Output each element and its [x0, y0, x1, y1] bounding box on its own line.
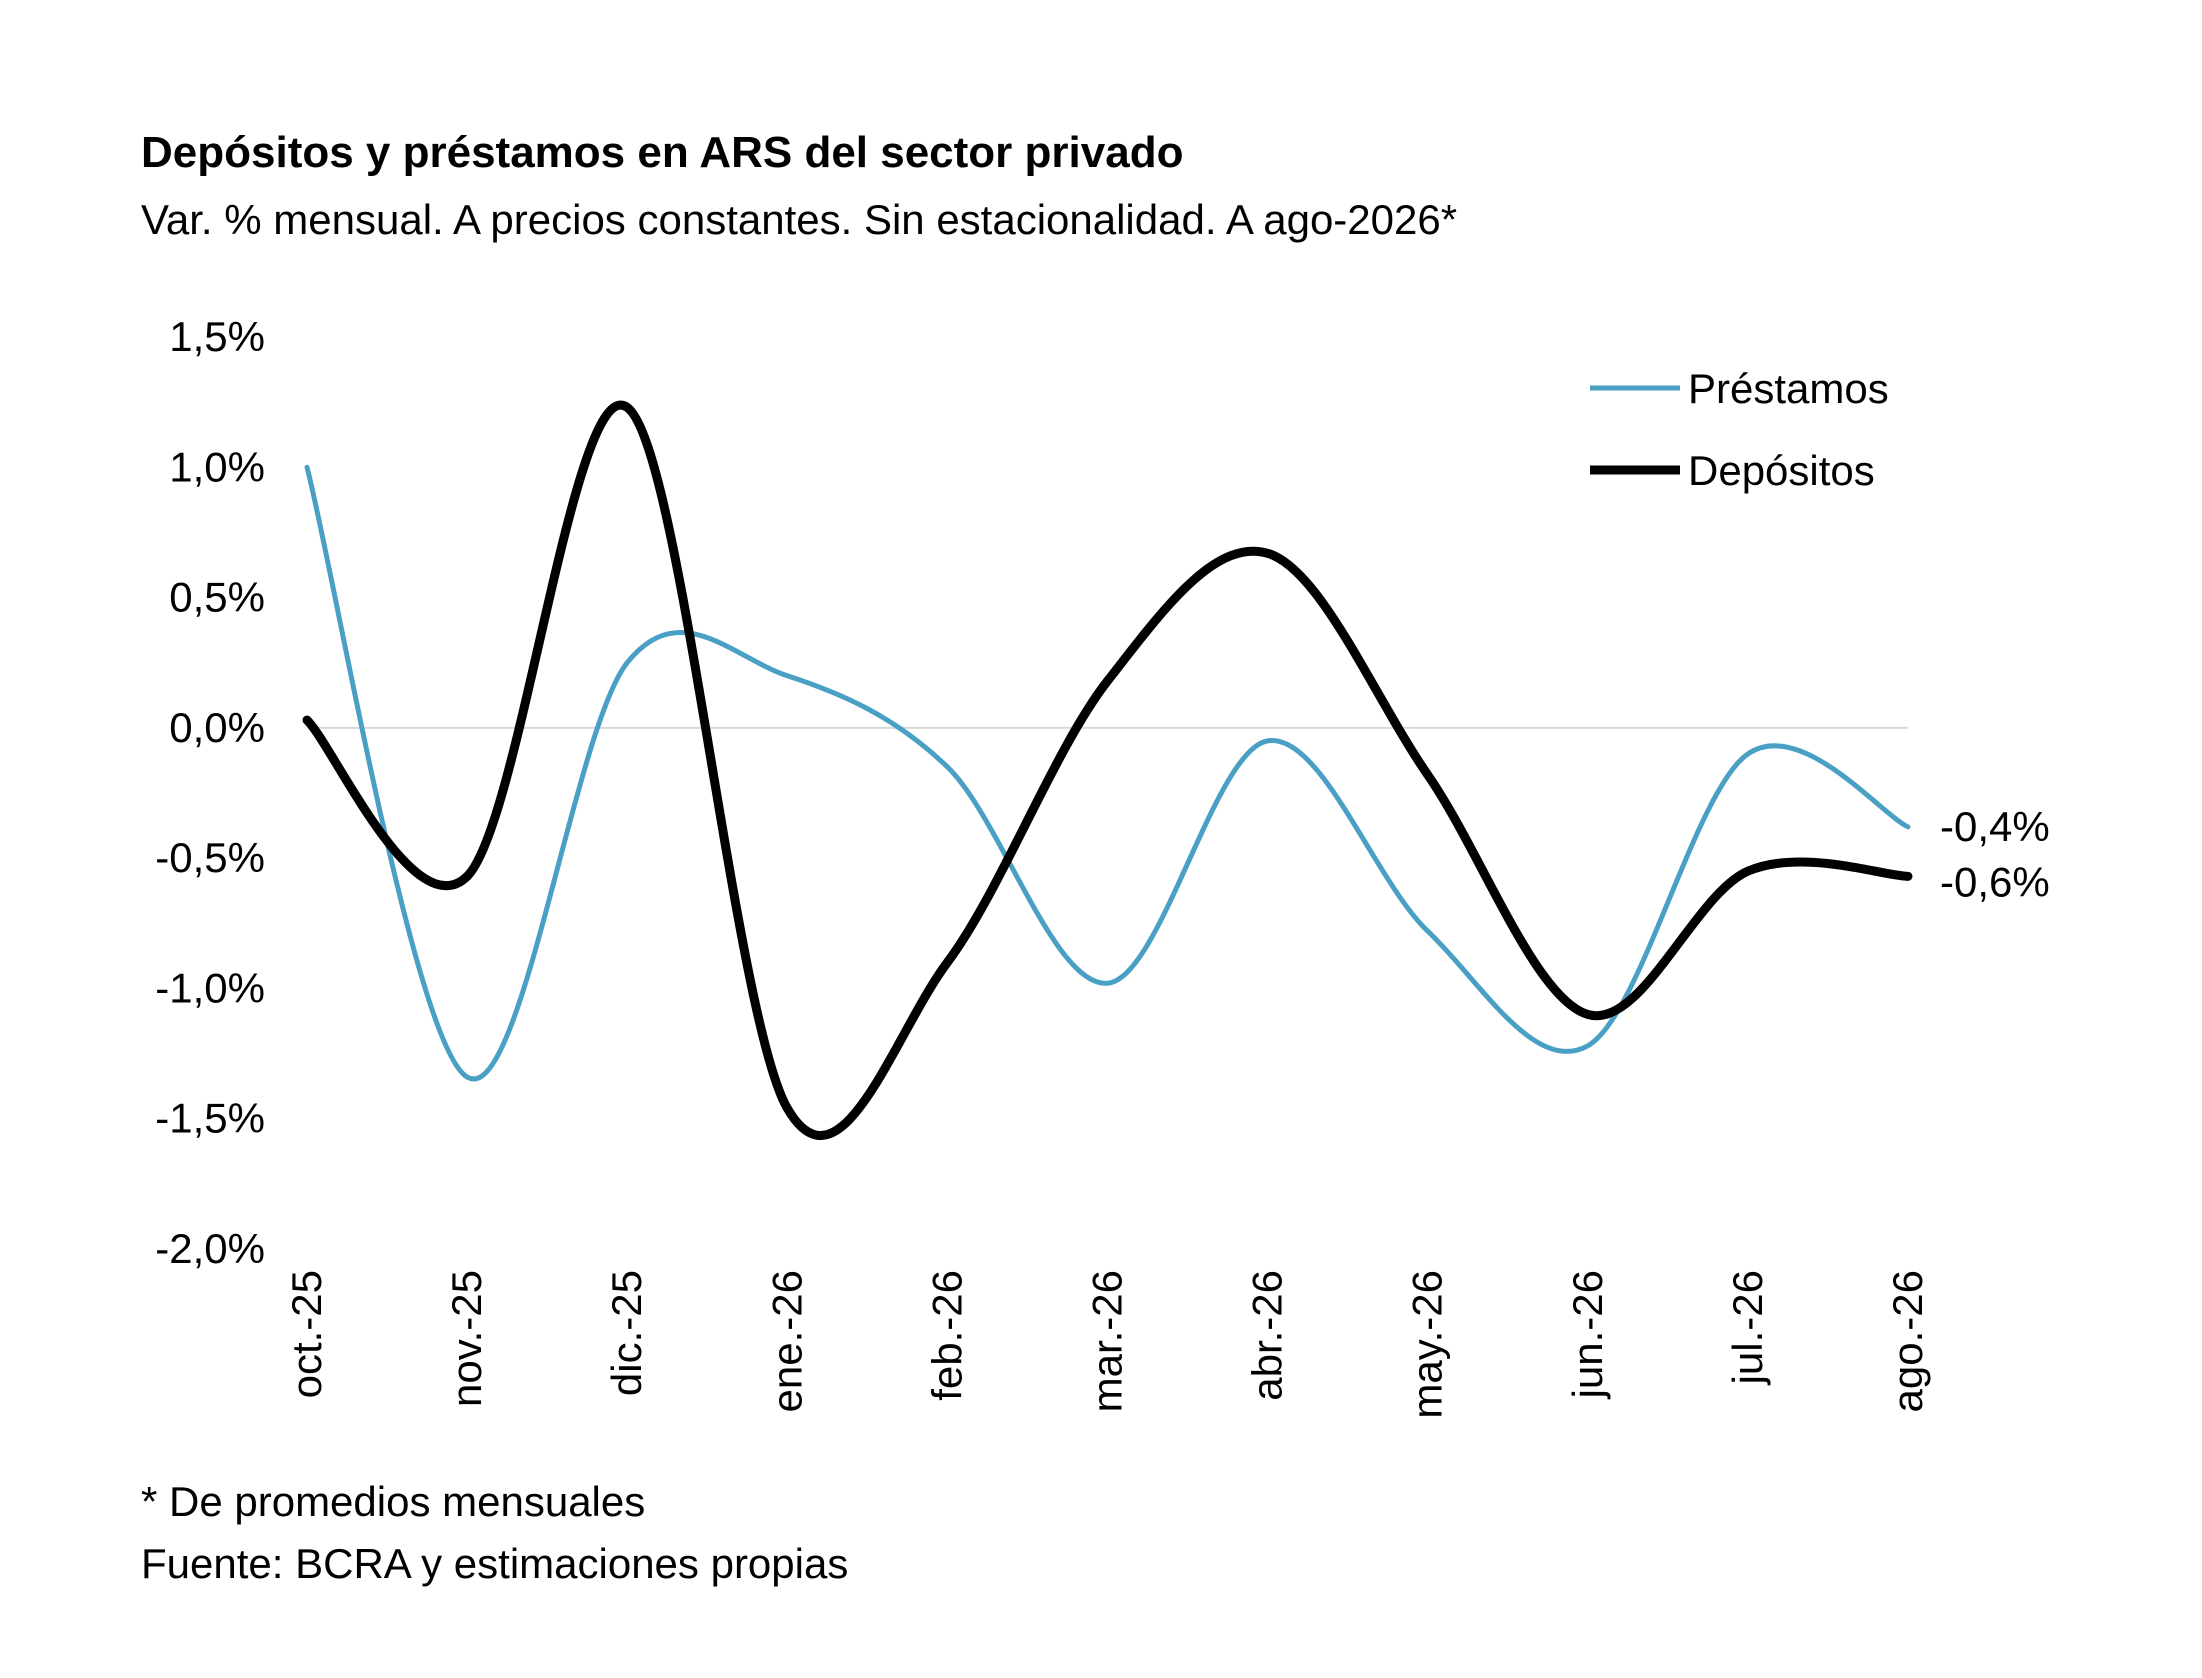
y-tick-label: 1,0% [169, 443, 265, 490]
end-label: -0,6% [1940, 858, 2050, 905]
footnote-note: * De promedios mensuales [141, 1478, 646, 1525]
x-tick-label: nov.-25 [443, 1270, 490, 1407]
y-tick-label: -1,0% [155, 964, 265, 1011]
footnote-source: Fuente: BCRA y estimaciones propias [141, 1540, 849, 1587]
x-tick-label: jul.-26 [1724, 1270, 1771, 1386]
chart-subtitle: Var. % mensual. A precios constantes. Si… [141, 196, 1458, 243]
x-tick-label: ago.-26 [1884, 1270, 1931, 1412]
y-tick-label: 0,0% [169, 704, 265, 751]
x-tick-label: mar.-26 [1084, 1270, 1131, 1412]
end-label: -0,4% [1940, 803, 2050, 850]
x-tick-label: feb.-26 [923, 1270, 970, 1401]
x-tick-label: ene.-26 [763, 1270, 810, 1412]
x-tick-label: dic.-25 [603, 1270, 650, 1396]
series-line-depósitos [302, 400, 1913, 1140]
y-tick-label: -1,5% [155, 1095, 265, 1142]
x-tick-label: oct.-25 [283, 1270, 330, 1398]
chart-title: Depósitos y préstamos en ARS del sector … [141, 128, 1184, 177]
x-tick-label: jun.-26 [1564, 1270, 1611, 1400]
legend-label: Préstamos [1688, 365, 1889, 412]
y-tick-label: 0,5% [169, 574, 265, 621]
y-tick-label: -0,5% [155, 834, 265, 881]
series-line-préstamos [304, 464, 1911, 1082]
x-tick-label: abr.-26 [1244, 1270, 1291, 1401]
legend-label: Depósitos [1688, 447, 1875, 494]
y-tick-label: 1,5% [169, 313, 265, 360]
x-tick-label: may.-26 [1404, 1270, 1451, 1419]
y-tick-label: -2,0% [155, 1225, 265, 1272]
